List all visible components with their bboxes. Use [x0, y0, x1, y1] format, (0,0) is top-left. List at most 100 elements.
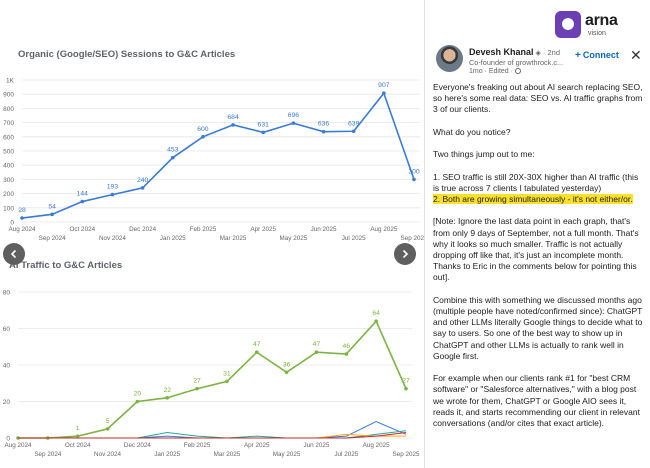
data-label: 631 [258, 121, 270, 128]
y-tick-label: 100 [3, 205, 14, 212]
organic-sessions-chart: 0 100 200 300 400 500 600 700 800 900 1K Aug 2024 Oc… [3, 78, 424, 243]
connection-degree: · 2nd [542, 48, 561, 57]
data-point [140, 186, 145, 190]
x-tick-label: Aug 2025 [363, 442, 390, 449]
chart-title-ai: AI Traffic to G&C Articles [9, 260, 123, 271]
post-body: Everyone's freaking out about AI search … [433, 82, 645, 440]
post-paragraph: Combine this with something we discussed… [433, 294, 643, 361]
post-paragraph: What do you notice? [433, 126, 511, 137]
data-point [50, 212, 54, 217]
data-point [135, 399, 140, 404]
connect-label: Connect [582, 50, 619, 60]
data-label: 22 [163, 387, 171, 394]
x-tick-label: Feb 2025 [190, 226, 217, 233]
chevron-right-icon [402, 249, 409, 259]
x-tick-label: Aug 2025 [370, 226, 397, 233]
close-button[interactable]: ✕ [630, 47, 642, 63]
x-tick-label: Nov 2024 [94, 451, 121, 458]
data-label: 20 [134, 391, 142, 398]
author-name-text[interactable]: Devesh Khanal [469, 47, 534, 57]
data-label: 31 [223, 370, 231, 377]
x-tick-label: Jan 2025 [154, 451, 180, 458]
y-tick-label: 800 [3, 106, 14, 113]
x-tick-label: Sep 2025 [393, 451, 420, 458]
data-label: 144 [77, 191, 89, 198]
data-label: 696 [288, 112, 300, 119]
data-point [314, 350, 319, 355]
post-paragraph: Everyone's freaking out about AI search … [433, 82, 643, 115]
data-label: 453 [167, 147, 179, 154]
data-label: 47 [313, 341, 321, 348]
post-meta: 1mo · Edited · [469, 68, 521, 75]
data-point [321, 129, 326, 134]
x-tick-label: Jul 2025 [334, 451, 358, 458]
data-point [105, 427, 110, 431]
data-point [195, 386, 199, 391]
data-point [75, 434, 80, 438]
data-point [225, 379, 229, 384]
data-label: 639 [348, 120, 360, 127]
connect-button[interactable]: + Connect [575, 50, 619, 61]
post-paragraph: Two things jump out to me: [433, 149, 535, 160]
y-tick-label: 700 [3, 120, 14, 127]
x-tick-label: Jan 2025 [160, 235, 186, 242]
y-tick-label: 600 [3, 134, 14, 141]
x-tick-label: Apr 2025 [250, 226, 276, 233]
author-name[interactable]: Devesh Khanal ◈ · 2nd [469, 47, 560, 57]
arna-vision-logo: arna vision [555, 11, 650, 41]
data-point [80, 199, 85, 204]
y-tick-label: 400 [3, 163, 14, 170]
data-point [284, 370, 289, 375]
data-point [382, 91, 386, 96]
data-point [201, 135, 205, 139]
x-tick-label: Aug 2024 [5, 442, 32, 449]
data-label: 1 [76, 425, 80, 432]
data-label: 600 [197, 126, 209, 133]
x-tick-label: Dec 2024 [129, 226, 156, 233]
avatar[interactable] [436, 45, 463, 72]
y-tick-label: 300 [3, 177, 14, 184]
data-label: 64 [372, 310, 380, 317]
data-point [291, 121, 296, 125]
data-label: 5 [106, 418, 110, 425]
x-tick-label: Jul 2025 [342, 235, 366, 242]
data-point [344, 352, 349, 356]
y-tick-label: 80 [3, 290, 11, 297]
ai-traffic-chart: 0 20 40 60 80 Aug 2024 Oct 2024 Dec 2024 Feb 202… [3, 290, 420, 459]
y-tick-label: 500 [3, 149, 14, 156]
x-tick-label: Sep 2024 [39, 235, 66, 242]
data-point [170, 155, 175, 160]
y-tick-label: 40 [3, 363, 11, 370]
data-label: 300 [408, 168, 420, 175]
x-tick-label: Jun 2025 [304, 442, 330, 449]
series-line [21, 91, 415, 219]
x-tick-label: Nov 2024 [99, 235, 126, 242]
next-image-button[interactable] [394, 243, 416, 265]
x-tick-label: May 2025 [280, 235, 308, 242]
data-label: 27 [402, 378, 410, 385]
data-label: 907 [378, 82, 390, 89]
previous-image-button[interactable] [3, 243, 25, 265]
post-paragraph: For example when our clients rank #1 for… [433, 373, 640, 428]
x-tick-label: Dec 2024 [124, 442, 151, 449]
data-label: 27 [193, 378, 201, 385]
x-tick-label: Oct 2024 [70, 226, 96, 233]
x-tick-label: Sep 2024 [34, 451, 61, 458]
post-meta-text: 1mo · Edited · [469, 68, 513, 75]
data-point [231, 123, 235, 127]
series-line [18, 432, 407, 439]
data-point [165, 396, 170, 400]
data-point [110, 192, 115, 197]
post-paragraph: [Note: Ignore the last data point in eac… [433, 216, 639, 283]
data-point [404, 386, 408, 391]
post-points: 1. SEO traffic is still 20X-30X higher t… [433, 172, 645, 206]
data-label: 240 [137, 177, 149, 184]
x-tick-label: Apr 2025 [244, 442, 270, 449]
x-tick-label: Aug 2024 [9, 226, 36, 233]
y-tick-label: 0 [10, 220, 14, 227]
data-label: 36 [283, 361, 291, 368]
x-tick-label: May 2025 [273, 451, 301, 458]
plus-icon: + [575, 50, 581, 61]
point-2-highlighted: 2. Both are growing simultaneously - it'… [433, 193, 633, 204]
author-headline: Co-founder of growthrock.c... [469, 58, 564, 67]
